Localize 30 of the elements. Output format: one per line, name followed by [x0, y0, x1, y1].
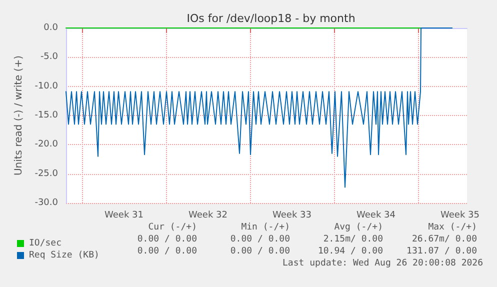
x-tick-label: Week 35: [440, 210, 480, 220]
y-tick-label: 0.0: [44, 23, 58, 33]
legend-label: Req Size (KB): [29, 250, 100, 260]
y-tick-label: -10.0: [34, 81, 58, 92]
y-axis-title: Units read (-) / write (+): [13, 55, 24, 176]
y-tick-label: -15.0: [34, 110, 58, 120]
text: 10.94 / 0.00: [318, 246, 383, 256]
legend-label: IO/sec: [29, 238, 62, 248]
y-tick-label: -20.0: [34, 140, 58, 150]
text: 0.00 / 0.00: [137, 234, 197, 244]
text: 0.00 / 0.00: [230, 246, 290, 256]
chart-title: IOs for /dev/loop18 - by month: [186, 12, 356, 25]
text: 0.00 / 0.00: [137, 246, 197, 256]
x-tick-label: Week 33: [272, 210, 312, 220]
x-tick-label: Week 34: [356, 210, 396, 220]
y-tick-label: -5.0: [40, 52, 58, 62]
text: 26.67m/ 0.00: [412, 234, 477, 244]
y-tick-label: -30.0: [34, 198, 58, 208]
text: Min (-/+): [241, 222, 290, 232]
text: 0.00 / 0.00: [230, 234, 290, 244]
text: Max (-/+): [428, 222, 477, 232]
y-tick-label: -25.0: [34, 168, 58, 179]
x-tick-label: Week 32: [188, 210, 228, 220]
text: Avg (-/+): [334, 222, 383, 232]
x-tick-label: Week 31: [104, 210, 144, 220]
text: Cur (-/+): [148, 222, 197, 232]
text: 2.15m/ 0.00: [323, 234, 383, 244]
line-series: [66, 28, 452, 188]
text: Last update: Wed Aug 26 20:00:08 2026: [282, 258, 483, 268]
text: 131.07 / 0.00: [406, 246, 477, 256]
